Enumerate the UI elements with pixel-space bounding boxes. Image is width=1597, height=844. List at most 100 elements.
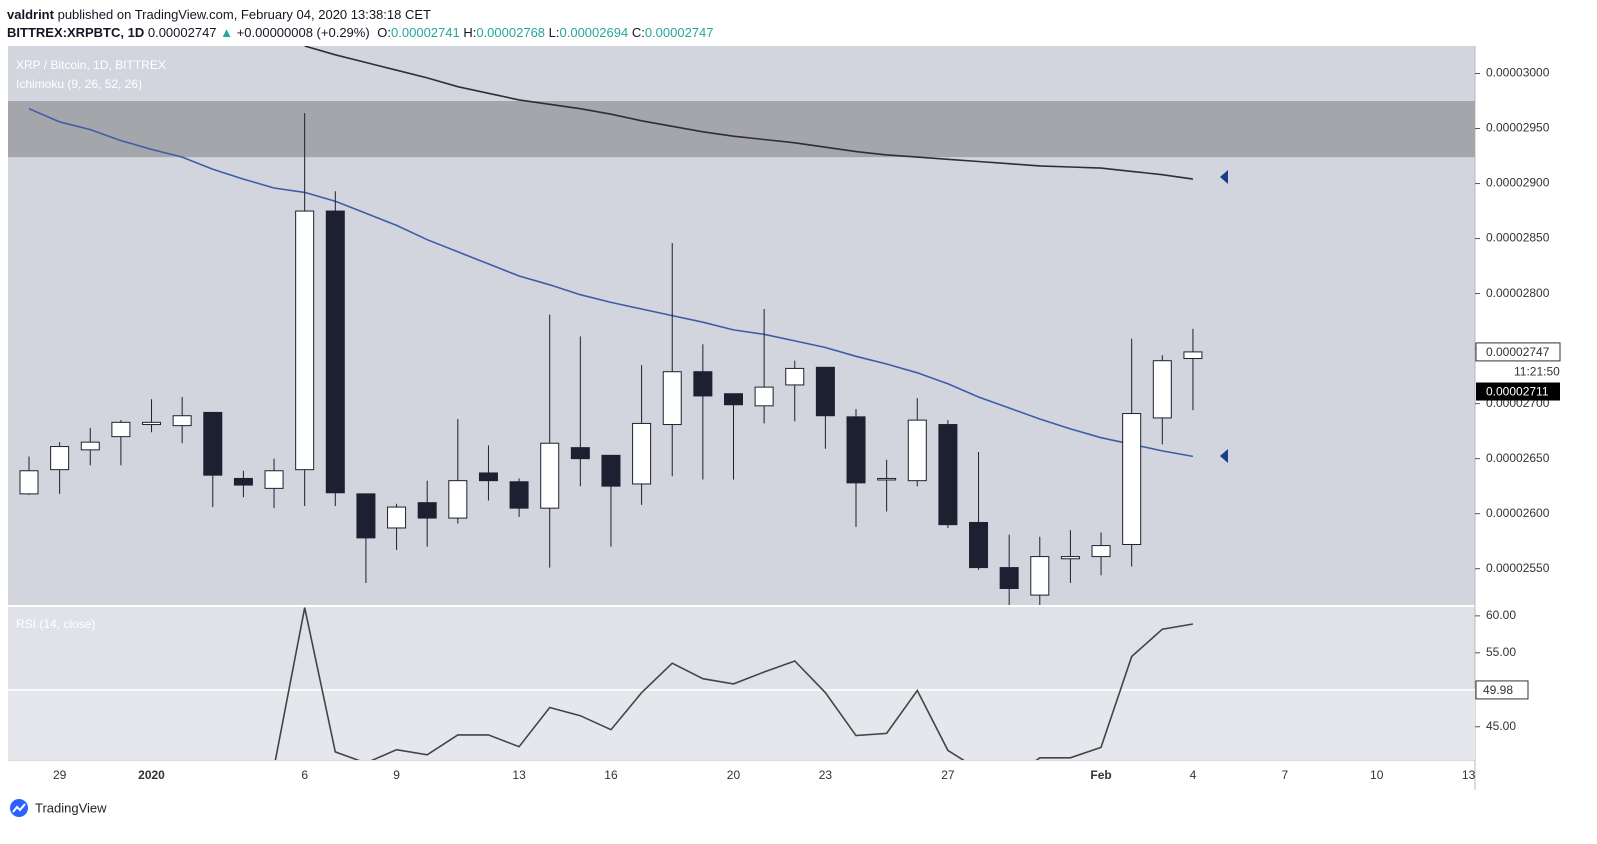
bid-price: 0.00002711: [1486, 385, 1549, 399]
ohlc-key: L:: [548, 25, 560, 40]
y-tick-label: 0.00002650: [1486, 451, 1550, 465]
last-price-box: [1475, 342, 1561, 362]
x-tick-label: 4: [1190, 768, 1197, 782]
y-tick-label: 0.00002800: [1486, 286, 1550, 300]
indicator-title: Ichimoku (9, 26, 52, 26): [16, 77, 142, 91]
level-label: 49.98: [1483, 683, 1513, 697]
rsi-title: RSI (14, close): [16, 617, 95, 631]
zone: [8, 101, 1475, 158]
last: 0.00002747: [147, 25, 217, 40]
logo: TradingView: [10, 799, 107, 817]
candle-body: [1060, 556, 1080, 560]
x-tick-label: 2020: [138, 768, 165, 782]
countdown-box: [1476, 362, 1560, 383]
arrow: ▲: [220, 25, 234, 40]
marker: [1220, 449, 1228, 463]
x-tick-label: 10: [1370, 768, 1384, 782]
rsi-plot: [8, 607, 1475, 760]
x-tick-label: 27: [941, 768, 955, 782]
moving-line: [304, 46, 1194, 180]
candle-body: [295, 210, 315, 471]
axes: 0.00003000 0.00002950 0.00002900 0.00002850…: [53, 66, 1561, 782]
candle-body: [203, 411, 223, 476]
candle-body: [50, 446, 70, 471]
candle-body: [1030, 556, 1050, 596]
candle-body: [570, 447, 590, 460]
candle-body: [601, 454, 621, 487]
candle-body: [877, 477, 897, 481]
y-tick-label: 0.00002900: [1486, 176, 1550, 190]
ohlc-key: O:: [377, 25, 392, 40]
ohlc-value: 0.00002694: [559, 25, 629, 40]
candle-body: [509, 481, 529, 509]
candle-body: [723, 393, 743, 406]
candle-body: [754, 386, 774, 407]
candle-body: [111, 421, 131, 438]
candle-body: [387, 506, 407, 529]
x-tick-label: 23: [819, 768, 833, 782]
candle-body: [142, 421, 162, 426]
level-box: [1475, 680, 1529, 700]
rsi-lower: [8, 689, 1475, 760]
header: valdrint published on TradingView.com, F…: [7, 6, 714, 42]
y-tick-label: 60.00: [1486, 608, 1516, 622]
ohlc-key: H:: [463, 25, 477, 40]
x-tick-label: 6: [301, 768, 308, 782]
publish-line: valdrint published on TradingView.com, F…: [7, 6, 714, 24]
countdown: 11:21:50: [1514, 365, 1560, 379]
published: published on TradingView.com, February 0…: [57, 7, 431, 22]
moving-line: [28, 107, 1194, 458]
candle-body: [356, 493, 376, 539]
candle-body: [815, 366, 835, 417]
candle-body: [448, 480, 468, 519]
candle-body: [1152, 360, 1172, 419]
candle-body: [264, 470, 284, 489]
y-tick-label: 45.00: [1486, 719, 1516, 733]
candle-body: [417, 502, 437, 519]
candle-body: [1122, 413, 1142, 545]
candle-body: [938, 424, 958, 526]
symbol: BITTREX:XRPBTC, 1D: [7, 25, 145, 40]
candle-body: [785, 367, 805, 386]
y-tick-label: 0.00002950: [1486, 121, 1550, 135]
candle-body: [632, 422, 652, 485]
x-tick-label: 16: [604, 768, 618, 782]
x-tick-label: 13: [512, 768, 526, 782]
candle-body: [1183, 351, 1203, 360]
candle-body: [540, 442, 560, 509]
candle-body: [907, 419, 927, 482]
x-tick-label: 13: [1462, 768, 1476, 782]
ohlc-value: 0.00002741: [391, 25, 460, 40]
author: valdrint: [7, 7, 54, 22]
pane-title: XRP / Bitcoin, 1D, BITTREX: [16, 58, 166, 72]
x-tick-label: Feb: [1090, 768, 1111, 782]
candle-body: [478, 472, 498, 482]
x-tick-label: 29: [53, 768, 67, 782]
x-tick-label: 7: [1281, 768, 1288, 782]
candle-body: [233, 477, 253, 486]
candle-body: [19, 470, 39, 495]
ohlc-key: C:: [631, 25, 645, 40]
change: +0.00000008 (+0.29%): [236, 25, 370, 40]
candle-body: [80, 441, 100, 451]
marker: [1220, 170, 1228, 184]
x-axis: [8, 760, 1475, 790]
candle-body: [172, 415, 192, 427]
x-tick-label: 9: [393, 768, 400, 782]
y-tick-label: 0.00002550: [1486, 561, 1550, 575]
candle-body: [969, 521, 989, 569]
logo-text: TradingView: [35, 800, 107, 815]
candle-body: [1091, 545, 1111, 558]
candle-body: [662, 371, 682, 426]
last-price: 0.00002747: [1486, 345, 1550, 359]
y-tick-label: 55.00: [1486, 645, 1516, 659]
candle-body: [325, 210, 345, 494]
y-tick-label: 0.00003000: [1486, 66, 1550, 80]
symbol-line: BITTREX:XRPBTC, 1D 0.00002747 ▲ +0.00000…: [7, 24, 714, 42]
x-tick-label: 20: [727, 768, 741, 782]
y-tick-label: 0.00002850: [1486, 231, 1550, 245]
candle-body: [846, 416, 866, 484]
candle-body: [693, 371, 713, 397]
